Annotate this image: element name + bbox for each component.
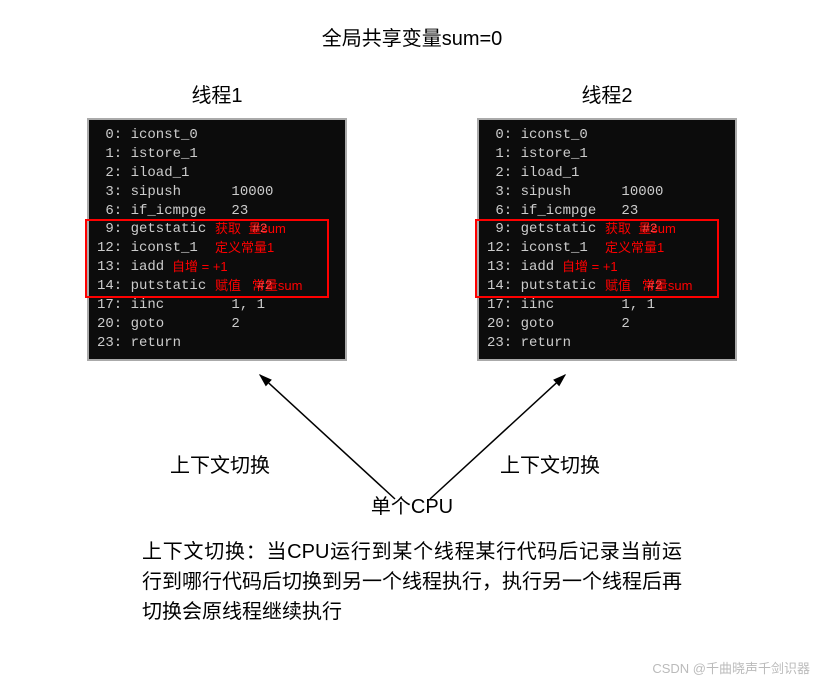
code-line: 1: istore_1 [97,145,337,164]
code-line: 17: iinc 1, 1 [97,296,337,315]
code-line: 2: iload_1 [487,164,727,183]
code-line: 14: putstatic 赋值 常量sum#2 [97,277,337,296]
code-line: 3: sipush 10000 [487,183,727,202]
code-line: 9: getstatic 获取 量sum#2 [487,220,727,239]
code-line: 1: istore_1 [487,145,727,164]
code-line: 14: putstatic 赋值 常量sum#2 [487,277,727,296]
code-line: 13: iadd 自增 = +1 [97,258,337,277]
thread-1-code: 0: iconst_0 1: istore_1 2: iload_1 3: si… [87,118,347,361]
thread-2-title: 线程2 [581,79,632,108]
watermark: CSDN @千曲晓声千剑识器 [652,658,810,677]
explanation-text: 上下文切换：当CPU运行到某个线程某行代码后记录当前运行到哪行代码后切换到另一个… [142,537,682,627]
code-line: 0: iconst_0 [487,126,727,145]
code-line: 6: if_icmpge 23 [97,202,337,221]
page-title: 全局共享变量sum=0 [0,0,824,51]
code-annotation: 自增 = +1 [172,258,228,276]
hash-mark-icon: #2 [647,277,663,295]
code-line: 23: return [97,334,337,353]
code-line: 17: iinc 1, 1 [487,296,727,315]
code-annotation: 定义常量1 [605,239,664,257]
code-annotation: 定义常量1 [215,239,274,257]
code-annotation: 自增 = +1 [562,258,618,276]
thread-1-title: 线程1 [191,79,242,108]
code-line: 3: sipush 10000 [97,183,337,202]
context-switch-label-right: 上下文切换 [500,449,600,478]
code-line: 12: iconst_1 定义常量1 [97,239,337,258]
code-line: 12: iconst_1 定义常量1 [487,239,727,258]
code-line: 9: getstatic 获取 量sum#2 [97,220,337,239]
code-line: 0: iconst_0 [97,126,337,145]
code-line: 20: goto 2 [487,315,727,334]
threads-container: 线程1 0: iconst_0 1: istore_1 2: iload_1 3… [0,79,824,361]
code-line: 6: if_icmpge 23 [487,202,727,221]
thread-1-column: 线程1 0: iconst_0 1: istore_1 2: iload_1 3… [87,79,347,361]
code-line: 2: iload_1 [97,164,337,183]
code-annotation: 获取 量sum [605,220,676,238]
hash-mark-icon: #2 [252,220,268,238]
thread-2-column: 线程2 0: iconst_0 1: istore_1 2: iload_1 3… [477,79,737,361]
hash-mark-icon: #2 [257,277,273,295]
code-line: 20: goto 2 [97,315,337,334]
code-line: 23: return [487,334,727,353]
context-switch-label-left: 上下文切换 [170,449,270,478]
code-annotation: 获取 量sum [215,220,286,238]
thread-2-code: 0: iconst_0 1: istore_1 2: iload_1 3: si… [477,118,737,361]
arrows-region: 上下文切换 上下文切换 单个CPU [0,369,824,519]
hash-mark-icon: #2 [642,220,658,238]
cpu-label: 单个CPU [371,490,453,519]
code-line: 13: iadd 自增 = +1 [487,258,727,277]
